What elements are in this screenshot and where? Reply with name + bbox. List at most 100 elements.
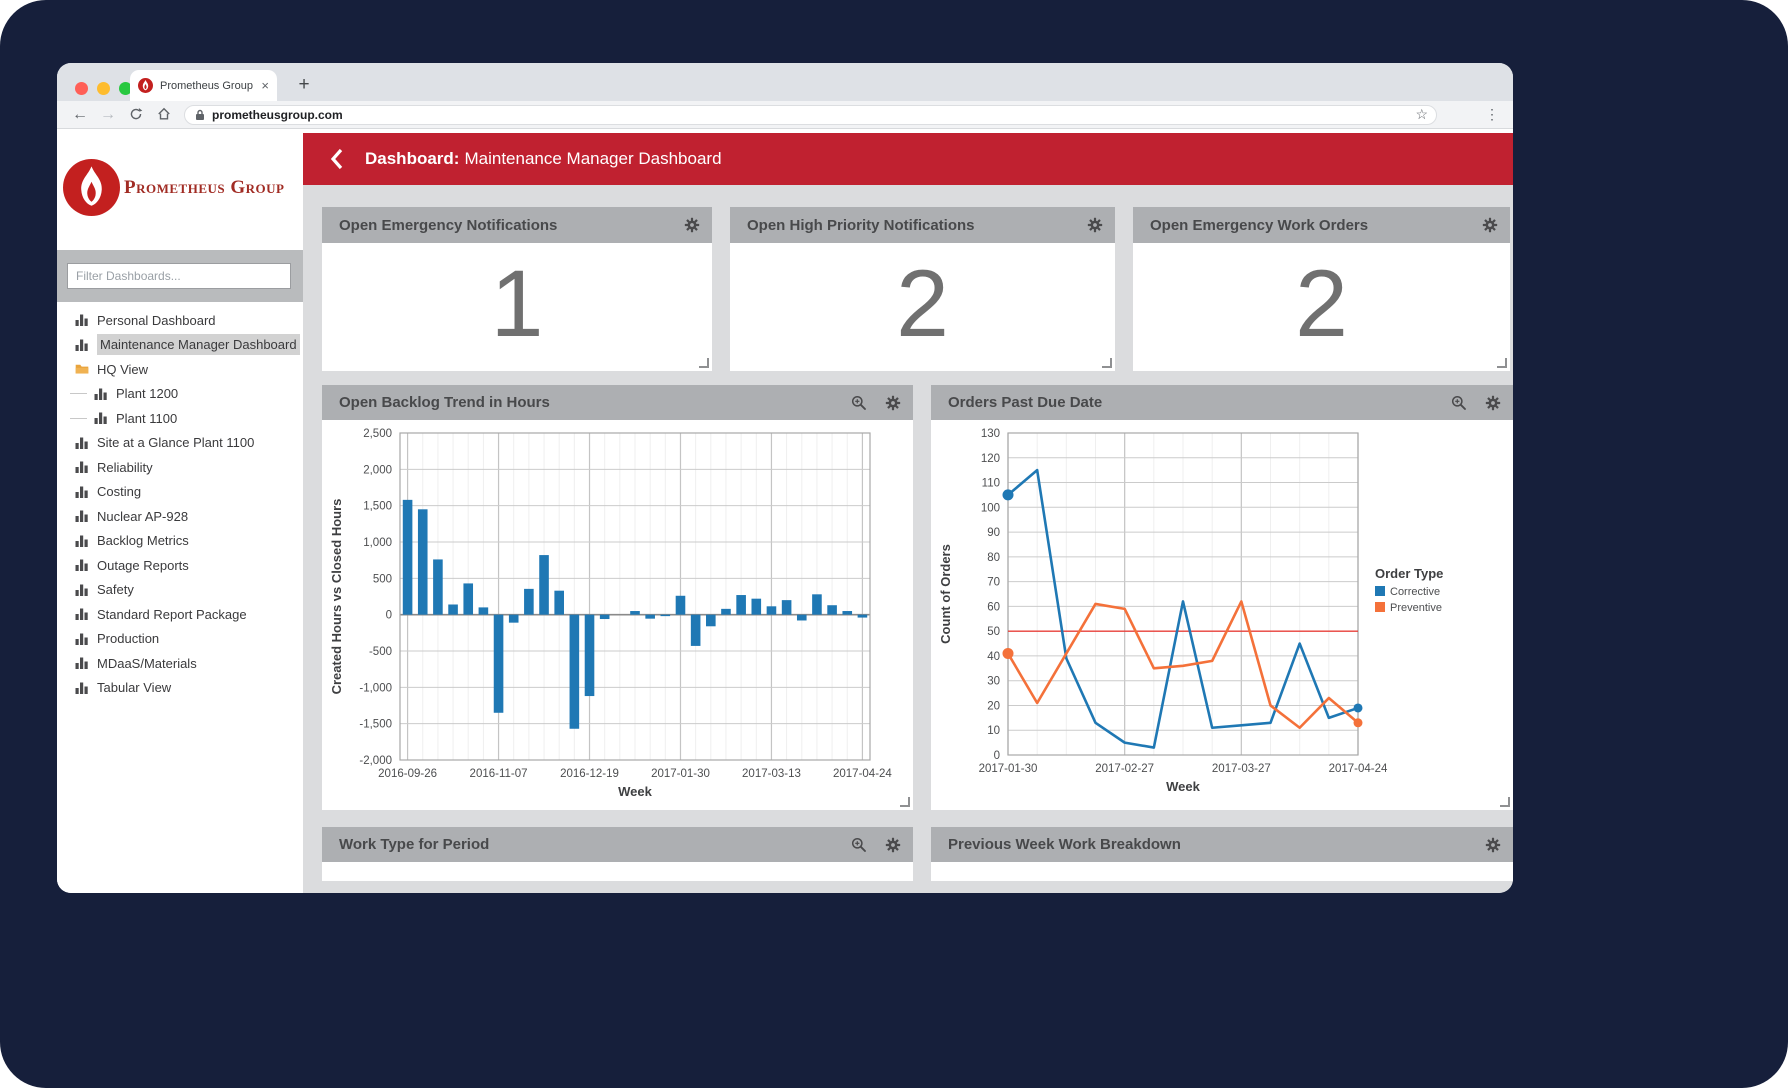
browser-menu-icon[interactable]: ⋮ (1485, 106, 1499, 122)
sidebar-item-costing[interactable]: Costing (57, 480, 303, 505)
kpi-card-header: Open High Priority Notifications (729, 207, 1115, 243)
folder-icon (75, 362, 89, 376)
svg-text:100: 100 (981, 502, 1000, 514)
bar-chart-icon (75, 313, 89, 327)
kpi-row: Open Emergency Notifications 1 Open High… (322, 207, 1510, 371)
kpi-body: 2 (1133, 243, 1510, 371)
sidebar-item-label: Backlog Metrics (97, 533, 189, 549)
svg-text:0: 0 (386, 610, 392, 622)
gear-icon[interactable] (1482, 217, 1498, 233)
home-button[interactable] (153, 101, 175, 128)
sidebar-item-maintenance-manager-dashboard[interactable]: Maintenance Manager Dashboard (57, 333, 303, 358)
forward-button[interactable]: → (100, 106, 116, 123)
sidebar-item-plant-1100[interactable]: Plant 1100 (57, 406, 303, 431)
svg-text:1,000: 1,000 (363, 537, 392, 549)
back-button[interactable]: ← (72, 106, 88, 123)
orders-line-chart: 13012011010090807060504030201002017-01-3… (938, 428, 1443, 794)
bar-chart-icon (75, 509, 89, 523)
sidebar-item-mdaas-materials[interactable]: MDaaS/Materials (57, 651, 303, 676)
reload-button[interactable] (125, 101, 147, 128)
lock-icon (195, 109, 205, 121)
panel-body: 2,500 2,000 1,500 1,000 500 0 -500 -1,000 -1,500… (322, 420, 913, 810)
resize-corner-icon[interactable] (698, 358, 709, 368)
sidebar-item-label: Standard Report Package (97, 606, 247, 622)
gear-icon[interactable] (1485, 837, 1501, 853)
svg-text:Created Hours vs Closed Hours: Created Hours vs Closed Hours (329, 499, 344, 695)
filter-dashboards-input[interactable] (67, 263, 291, 289)
filter-band (57, 250, 303, 302)
gear-icon[interactable] (684, 217, 700, 233)
resize-corner-icon[interactable] (1497, 358, 1507, 368)
sidebar-item-label: HQ View (97, 361, 149, 377)
zoom-in-icon[interactable] (851, 395, 867, 411)
gear-icon[interactable] (885, 837, 901, 853)
svg-text:Week: Week (1166, 779, 1200, 794)
gear-icon[interactable] (1087, 217, 1103, 233)
svg-text:120: 120 (981, 453, 1000, 465)
kpi-value: 1 (490, 251, 544, 357)
previous-week-panel: Previous Week Work Breakdown (931, 827, 1513, 881)
tab-close-icon[interactable]: × (261, 78, 269, 93)
svg-text:2017-02-27: 2017-02-27 (1095, 763, 1154, 775)
bar-chart-icon (75, 558, 89, 572)
svg-text:60: 60 (987, 601, 1000, 613)
new-tab-button[interactable]: + (298, 74, 310, 95)
bar-chart-icon (75, 681, 89, 695)
browser-window: Prometheus Group × + ← → (57, 63, 1513, 893)
svg-text:10: 10 (987, 725, 1000, 737)
svg-text:130: 130 (981, 428, 1000, 440)
close-window-button[interactable] (75, 82, 88, 95)
resize-corner-icon[interactable] (1101, 358, 1112, 368)
prometheus-logo: Prometheus Group (63, 159, 284, 216)
maximize-window-button[interactable] (119, 82, 132, 95)
gear-icon[interactable] (1485, 395, 1501, 411)
sidebar-item-site-at-a-glance-plant-1100[interactable]: Site at a Glance Plant 1100 (57, 431, 303, 456)
gear-icon[interactable] (885, 395, 901, 411)
sidebar-item-tabular-view[interactable]: Tabular View (57, 676, 303, 701)
svg-text:Count of Orders: Count of Orders (938, 544, 953, 644)
backlog-trend-panel: Open Backlog Trend in Hours 2,500 2,000 1,… (322, 385, 913, 810)
zoom-in-icon[interactable] (1451, 395, 1467, 411)
svg-text:2016-11-07: 2016-11-07 (470, 768, 528, 780)
sidebar-item-backlog-metrics[interactable]: Backlog Metrics (57, 529, 303, 554)
svg-text:2017-03-13: 2017-03-13 (742, 768, 801, 780)
browser-tab[interactable]: Prometheus Group × (130, 70, 277, 101)
kpi-body: 1 (322, 243, 712, 371)
svg-text:2017-04-24: 2017-04-24 (833, 768, 892, 780)
sidebar-item-plant-1200[interactable]: Plant 1200 (57, 382, 303, 407)
app-area: Prometheus Group Personal Dashboard Maint… (57, 129, 1513, 893)
back-chevron-icon[interactable] (330, 148, 343, 170)
sidebar-item-reliability[interactable]: Reliability (57, 455, 303, 480)
flame-logo-icon (63, 159, 120, 216)
bar-chart-icon (75, 607, 89, 621)
resize-corner-icon[interactable] (1500, 797, 1510, 807)
sidebar-item-hq-view[interactable]: HQ View (57, 357, 303, 382)
sidebar-item-standard-report-package[interactable]: Standard Report Package (57, 602, 303, 627)
svg-text:2017-01-30: 2017-01-30 (979, 763, 1038, 775)
svg-text:0: 0 (994, 750, 1000, 762)
bar-chart-icon (75, 338, 89, 352)
sidebar-item-production[interactable]: Production (57, 627, 303, 652)
dashboard-nav-list: Personal Dashboard Maintenance Manager Da… (57, 308, 303, 700)
kpi-card-open-high-priority-notifications: Open High Priority Notifications 2 (729, 207, 1115, 371)
sidebar-item-safety[interactable]: Safety (57, 578, 303, 603)
charts-row: Open Backlog Trend in Hours 2,500 2,000 1,… (322, 385, 1513, 810)
sidebar-item-label: Outage Reports (97, 557, 189, 573)
sidebar: Prometheus Group Personal Dashboard Maint… (57, 129, 303, 893)
bookmark-star-icon[interactable]: ☆ (1415, 106, 1428, 122)
sidebar-item-nuclear-ap-928[interactable]: Nuclear AP-928 (57, 504, 303, 529)
minimize-window-button[interactable] (97, 82, 110, 95)
bar-chart-icon (94, 411, 108, 425)
resize-corner-icon[interactable] (900, 797, 910, 807)
kpi-card-open-emergency-work-orders: Open Emergency Work Orders 2 (1132, 207, 1510, 371)
svg-text:-1,000: -1,000 (359, 682, 392, 694)
sidebar-item-personal-dashboard[interactable]: Personal Dashboard (57, 308, 303, 333)
sidebar-item-outage-reports[interactable]: Outage Reports (57, 553, 303, 578)
sidebar-item-label: Tabular View (97, 680, 172, 696)
kpi-title: Open High Priority Notifications (746, 216, 975, 234)
url-bar[interactable]: prometheusgroup.com (184, 105, 1437, 125)
zoom-in-icon[interactable] (851, 837, 867, 853)
kpi-card-header: Open Emergency Notifications (322, 207, 712, 243)
kpi-value: 2 (1295, 251, 1348, 357)
